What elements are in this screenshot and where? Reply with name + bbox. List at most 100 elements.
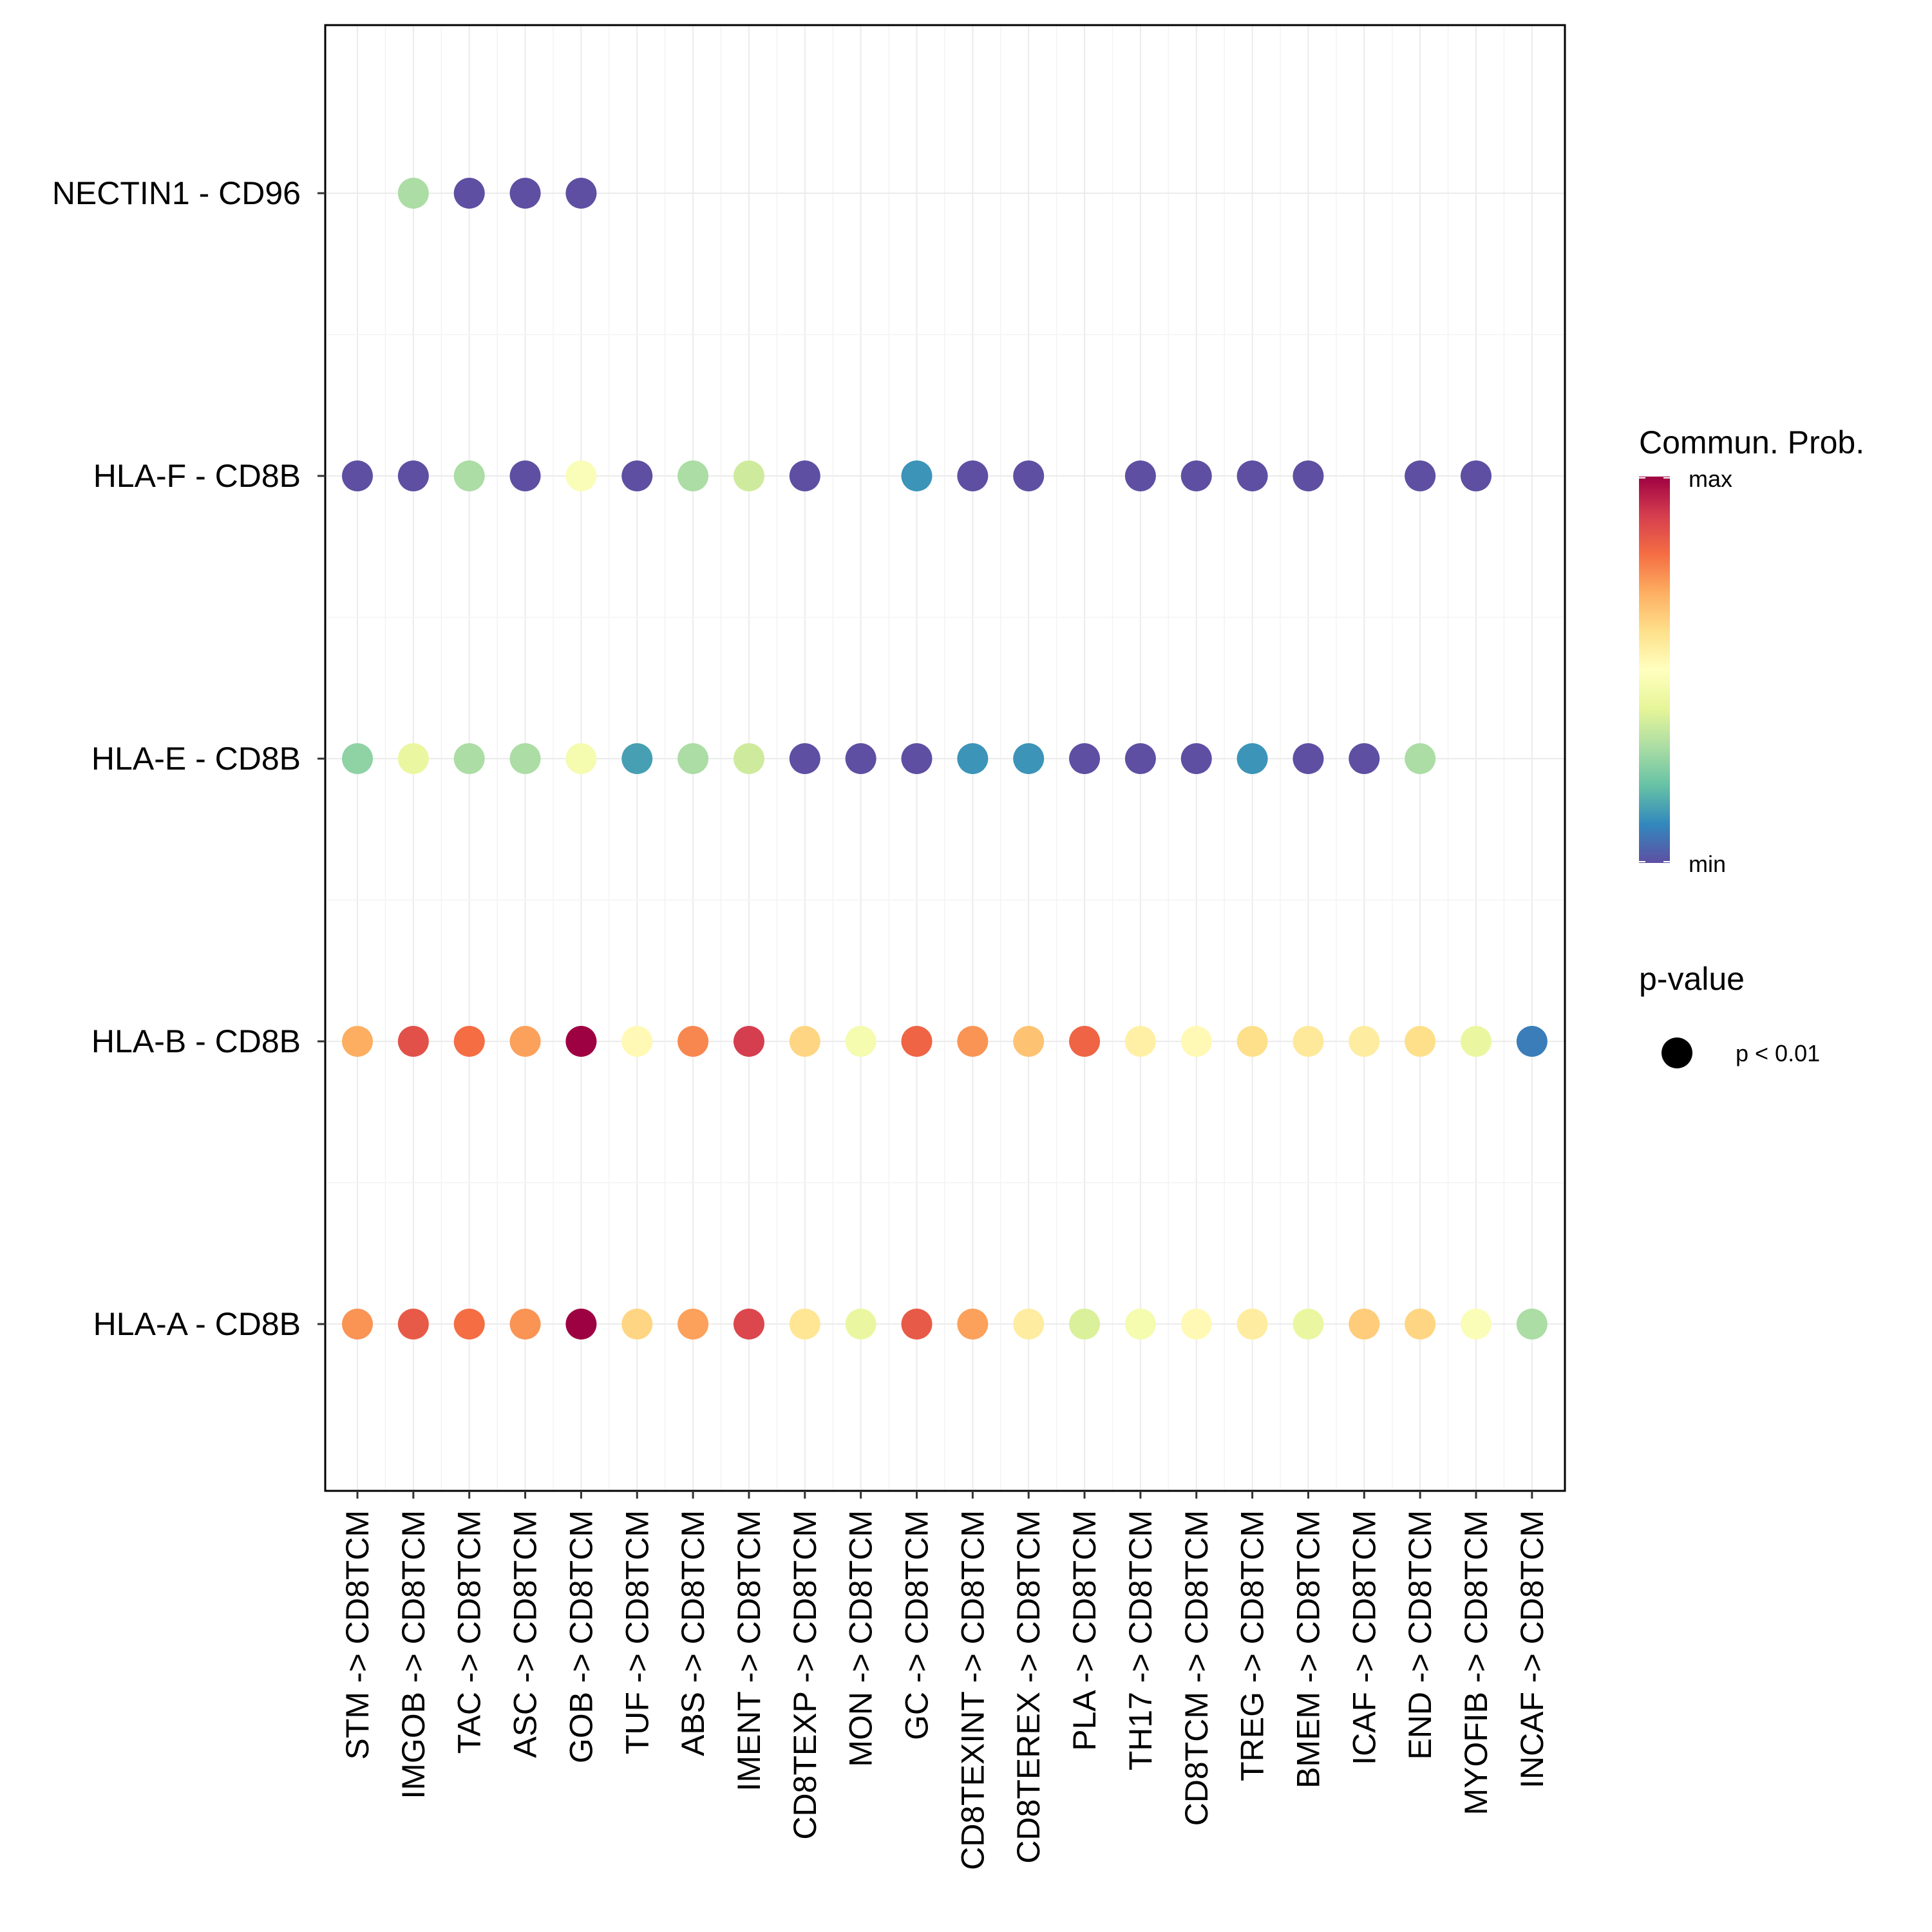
y-tick-label: HLA-F - CD8B: [93, 458, 301, 494]
data-point: [901, 743, 933, 774]
data-point: [1180, 1309, 1212, 1340]
x-tick-label: TAC -> CD8TCM: [451, 1510, 488, 1754]
data-point: [621, 1309, 653, 1340]
data-point: [342, 743, 373, 774]
data-point: [1516, 1026, 1548, 1057]
data-point: [1405, 1309, 1436, 1340]
data-point: [1405, 743, 1436, 774]
x-axis: STM -> CD8TCM IMGOB -> CD8TCM TAC -> CD8TC…: [339, 1491, 1550, 1870]
size-legend: p-value p < 0.01: [1639, 961, 1820, 1068]
x-tick-label: CD8TEXP -> CD8TCM: [787, 1510, 823, 1840]
data-point: [1124, 1309, 1156, 1340]
data-point: [342, 1026, 373, 1057]
data-point: [1293, 1026, 1324, 1057]
data-point: [957, 1309, 989, 1340]
data-point: [509, 743, 541, 774]
data-point: [509, 178, 541, 209]
x-tick-label: ABS -> CD8TCM: [675, 1510, 711, 1756]
size-legend-title: p-value: [1639, 961, 1745, 997]
data-point: [1180, 743, 1212, 774]
color-legend-title: Commun. Prob.: [1639, 424, 1864, 460]
data-point: [565, 460, 597, 491]
x-tick-label: GOB -> CD8TCM: [563, 1510, 599, 1763]
data-points: [342, 178, 1548, 1340]
data-point: [509, 1026, 541, 1057]
data-point: [1236, 1309, 1268, 1340]
data-point: [621, 460, 653, 491]
x-tick-label: MON -> CD8TCM: [843, 1510, 879, 1767]
data-point: [901, 1309, 933, 1340]
data-point: [677, 1309, 709, 1340]
y-tick-label: HLA-A - CD8B: [93, 1306, 301, 1342]
x-tick-label: IMGOB -> CD8TCM: [395, 1510, 431, 1799]
data-point: [1293, 1309, 1324, 1340]
data-point: [1405, 460, 1436, 491]
data-point: [1013, 1026, 1045, 1057]
data-point: [733, 1309, 764, 1340]
color-legend-max-label: max: [1689, 466, 1732, 492]
data-point: [1069, 743, 1101, 774]
x-tick-label: GC -> CD8TCM: [899, 1510, 935, 1740]
data-point: [565, 178, 597, 209]
data-point: [1180, 460, 1212, 491]
data-point: [509, 1309, 541, 1340]
data-point: [733, 460, 764, 491]
data-point: [1236, 743, 1268, 774]
data-point: [1293, 460, 1324, 491]
x-tick-label: STM -> CD8TCM: [339, 1510, 375, 1760]
data-point: [397, 1026, 429, 1057]
data-point: [1180, 1026, 1212, 1057]
y-axis: NECTIN1 - CD96 HLA-F - CD8B HLA-E - CD8B HL…: [52, 175, 325, 1342]
x-tick-label: CD8TCM -> CD8TCM: [1179, 1510, 1215, 1826]
x-tick-label: TREG -> CD8TCM: [1235, 1510, 1271, 1781]
data-point: [1405, 1026, 1436, 1057]
data-point: [789, 743, 820, 774]
data-point: [1461, 460, 1492, 491]
size-legend-label: p < 0.01: [1736, 1040, 1820, 1066]
data-point: [453, 1309, 485, 1340]
data-point: [342, 1309, 373, 1340]
data-point: [845, 1309, 876, 1340]
data-point: [1293, 743, 1324, 774]
data-point: [565, 1026, 597, 1057]
x-tick-label: TH17 -> CD8TCM: [1122, 1510, 1159, 1770]
data-point: [1013, 1309, 1045, 1340]
y-tick-label: HLA-B - CD8B: [91, 1023, 301, 1059]
data-point: [1124, 1026, 1156, 1057]
data-point: [1124, 460, 1156, 491]
data-point: [397, 743, 429, 774]
data-point: [677, 1026, 709, 1057]
x-tick-label: INCAF -> CD8TCM: [1514, 1510, 1550, 1788]
data-point: [845, 743, 876, 774]
data-point: [621, 1026, 653, 1057]
data-point: [677, 743, 709, 774]
data-point: [1013, 743, 1045, 774]
data-point: [453, 743, 485, 774]
data-point: [565, 743, 597, 774]
x-tick-label: CD8TEREX -> CD8TCM: [1010, 1510, 1046, 1864]
size-legend-dot: [1662, 1037, 1692, 1068]
y-tick-label: HLA-E - CD8B: [91, 741, 301, 777]
data-point: [1349, 1309, 1380, 1340]
x-tick-label: TUF -> CD8TCM: [619, 1510, 655, 1754]
color-legend: Commun. Prob. max min: [1639, 424, 1864, 877]
data-point: [957, 1026, 989, 1057]
data-point: [733, 743, 764, 774]
data-point: [1069, 1309, 1101, 1340]
data-point: [397, 460, 429, 491]
color-legend-bar: [1639, 477, 1670, 863]
data-point: [957, 743, 989, 774]
data-point: [789, 460, 820, 491]
data-point: [342, 460, 373, 491]
data-point: [789, 1309, 820, 1340]
x-tick-label: END -> CD8TCM: [1402, 1510, 1438, 1760]
data-point: [957, 460, 989, 491]
data-point: [453, 1026, 485, 1057]
data-point: [1461, 1309, 1492, 1340]
x-tick-label: CD8TEXINT -> CD8TCM: [954, 1510, 990, 1870]
data-point: [1069, 1026, 1101, 1057]
data-point: [397, 178, 429, 209]
data-point: [1236, 460, 1268, 491]
